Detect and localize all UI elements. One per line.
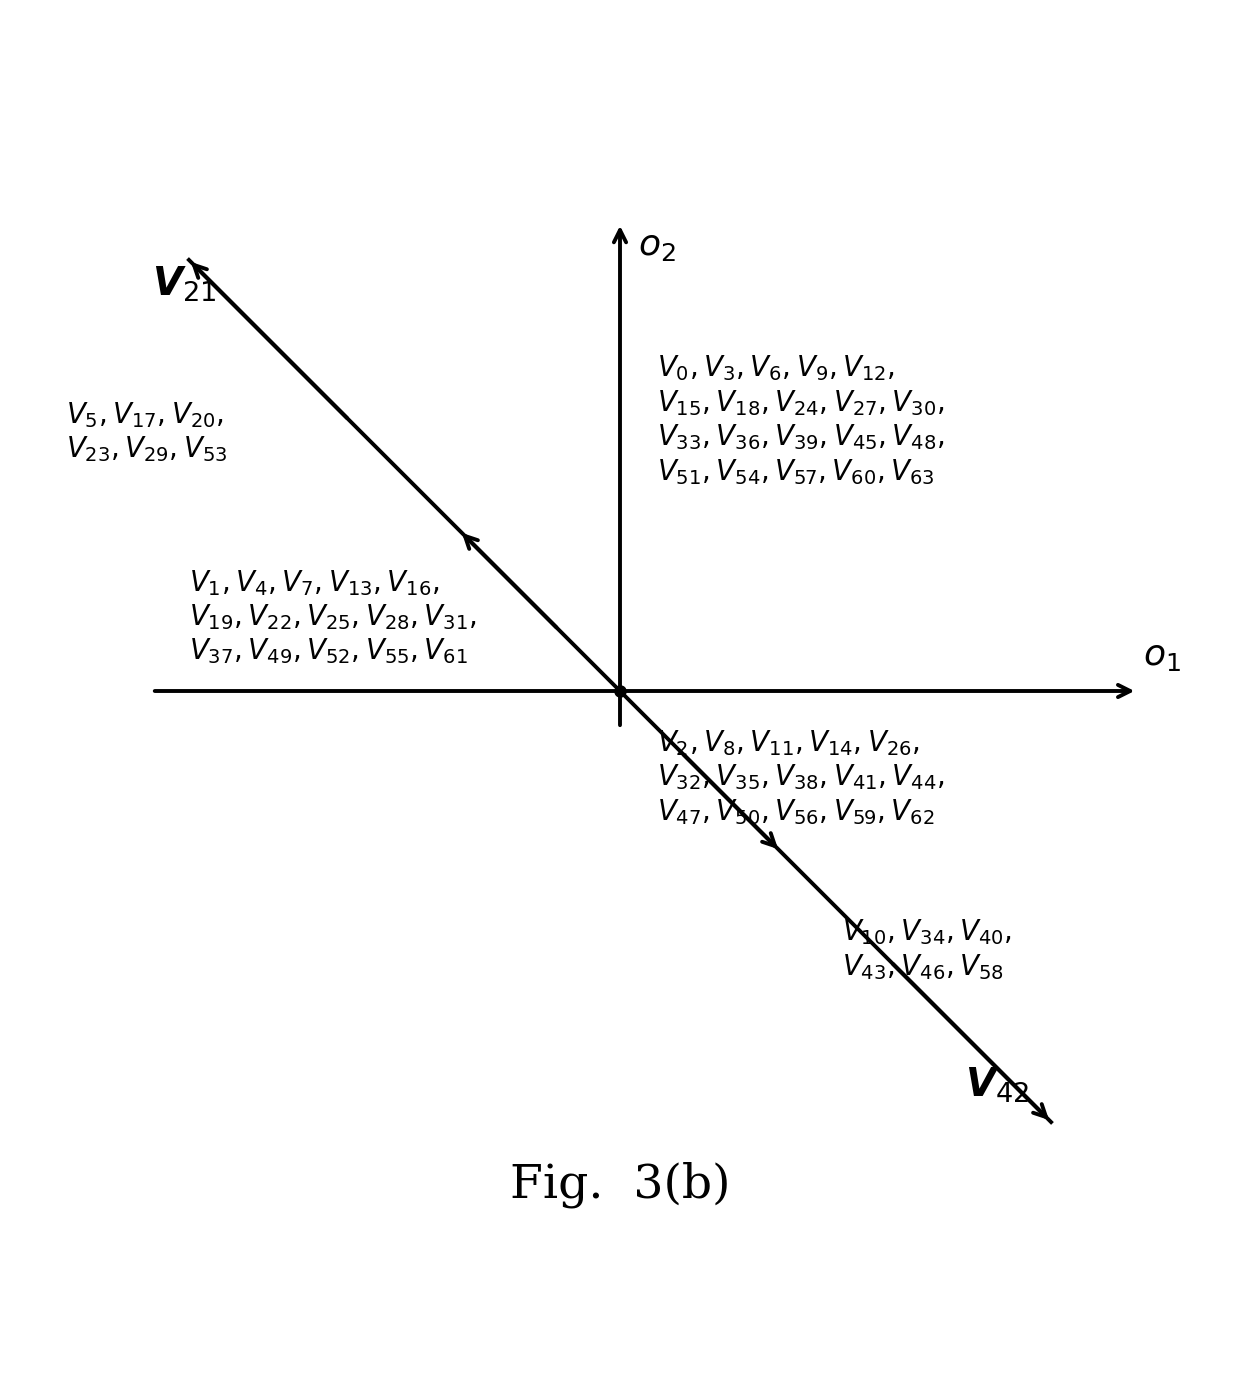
Text: $V_{1},V_{4},V_{7},V_{13},V_{16},$
$V_{19},V_{22},V_{25},V_{28},V_{31},$
$V_{37}: $V_{1},V_{4},V_{7},V_{13},V_{16},$ $V_{1… — [188, 568, 476, 666]
Text: $V_{5},V_{17},V_{20},$
$V_{23},V_{29},V_{53}$: $V_{5},V_{17},V_{20},$ $V_{23},V_{29},V_… — [66, 401, 227, 464]
Text: $V_{0},V_{3},V_{6},V_{9},V_{12},$
$V_{15},V_{18},V_{24},V_{27},V_{30},$
$V_{33},: $V_{0},V_{3},V_{6},V_{9},V_{12},$ $V_{15… — [657, 354, 945, 486]
Text: $o_1$: $o_1$ — [1143, 638, 1182, 673]
Text: $\boldsymbol{V}_{21}$: $\boldsymbol{V}_{21}$ — [153, 265, 217, 304]
Text: $\boldsymbol{V}_{42}$: $\boldsymbol{V}_{42}$ — [965, 1066, 1029, 1104]
Text: Fig.  3(b): Fig. 3(b) — [510, 1162, 730, 1208]
Text: $V_{2},V_{8},V_{11},V_{14},V_{26},$
$V_{32},V_{35},V_{38},V_{41},V_{44},$
$V_{47: $V_{2},V_{8},V_{11},V_{14},V_{26},$ $V_{… — [657, 728, 945, 826]
Text: $o_2$: $o_2$ — [639, 229, 676, 263]
Text: $V_{10},V_{34},V_{40},$
$V_{43},V_{46},V_{58}$: $V_{10},V_{34},V_{40},$ $V_{43},V_{46},V… — [842, 918, 1012, 981]
